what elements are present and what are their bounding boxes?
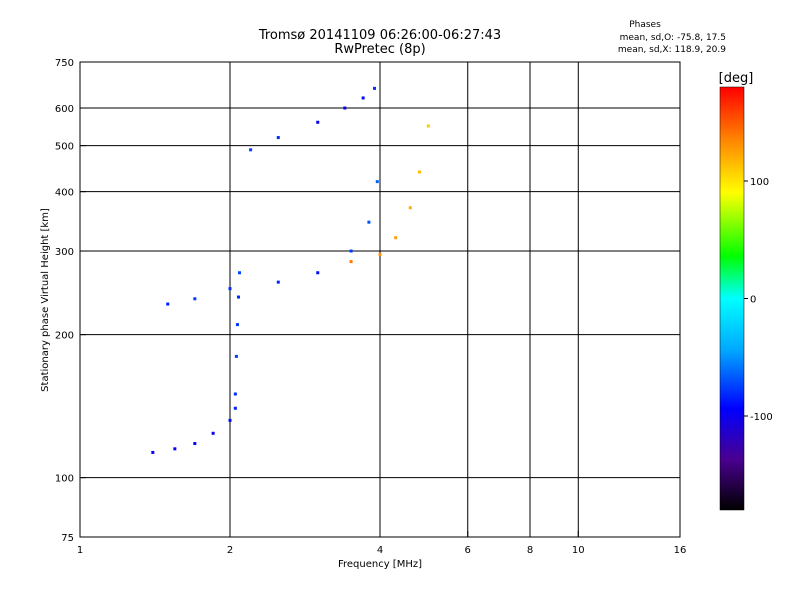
colorbar: [719, 86, 745, 511]
y-axis-label: Stationary phase Virtual Height [km]: [40, 208, 51, 392]
chart-subtitle: RwPretec (8p): [334, 42, 426, 57]
data-point-s1-3: [236, 295, 240, 299]
y-tick-label-6: 600: [55, 104, 74, 115]
data-point-s2-4: [316, 271, 320, 275]
y-ticks: 75 100 200 300 400 500 600 750: [55, 58, 86, 544]
y-tick-label-7: 750: [55, 58, 74, 69]
data-point-s2-6: [367, 220, 371, 224]
x-ticks: 1 2 4 6 8 10 16: [77, 531, 687, 556]
data-point-s3-3: [343, 106, 347, 110]
data-point-s2-2: [228, 287, 232, 291]
y-tick-label-1: 100: [55, 474, 74, 485]
x-tick-label-6: 16: [674, 545, 687, 556]
data-point-s4-0: [349, 260, 353, 264]
data-point-s4-3: [408, 206, 412, 210]
data-point-s0-1: [173, 447, 177, 451]
data-point-s4-2: [394, 236, 398, 240]
data-point-s1-0: [233, 392, 237, 396]
data-point-s1-1: [234, 354, 238, 358]
x-tick-label-2: 4: [377, 545, 383, 556]
data-point-s2-0: [166, 302, 170, 306]
data-point-s4-5: [426, 124, 430, 128]
data-point-s0-2: [193, 442, 197, 446]
x-tick-label-3: 6: [465, 545, 471, 556]
chart-title: Tromsø 20141109 06:26:00-06:27:43: [258, 28, 502, 43]
x-tick-label-4: 8: [527, 545, 533, 556]
data-point-s1-4: [238, 271, 242, 275]
phases-x-stats: mean, sd,X: 118.9, 20.9: [617, 45, 726, 55]
data-point-s0-4: [228, 418, 232, 422]
data-point-s4-1: [378, 252, 382, 256]
x-axis-label: Frequency [MHz]: [338, 559, 422, 570]
colorbar-tick-label-0: 100: [750, 177, 769, 188]
x-tick-label-0: 1: [77, 545, 83, 556]
colorbar-tick-label-1: 0: [750, 295, 756, 306]
x-tick-label-5: 10: [572, 545, 585, 556]
data-point-s2-3: [276, 280, 280, 284]
colorbar-tick-label-2: -100: [750, 412, 773, 423]
data-point-s0-3: [211, 431, 215, 435]
y-tick-label-0: 75: [61, 533, 74, 544]
phases-label: Phases: [629, 20, 661, 30]
data-point-s4-4: [417, 170, 421, 174]
data-point-s0-0: [151, 450, 155, 454]
data-point-s3-2: [316, 120, 320, 124]
data-point-s2-7: [375, 180, 379, 184]
y-tick-label-2: 200: [55, 331, 74, 342]
data-point-s2-1: [193, 297, 197, 301]
data-point-s3-4: [361, 96, 365, 100]
grid-lines: [80, 62, 680, 537]
y-tick-label-3: 300: [55, 247, 74, 258]
data-points: [151, 86, 430, 454]
y-tick-label-4: 400: [55, 188, 74, 199]
colorbar-ticks: 100 0 -100: [744, 177, 773, 423]
data-point-s1-2: [235, 323, 239, 327]
data-point-s0-5: [233, 406, 237, 410]
data-point-s2-5: [349, 249, 353, 253]
y-tick-label-5: 500: [55, 142, 74, 153]
x-tick-label-1: 2: [227, 545, 233, 556]
data-point-s3-1: [276, 136, 280, 140]
data-point-s3-5: [373, 86, 377, 90]
phases-o-stats: mean, sd,O: -75.8, 17.5: [619, 33, 726, 43]
data-point-s3-0: [249, 148, 253, 152]
colorbar-label: [deg]: [719, 71, 754, 86]
